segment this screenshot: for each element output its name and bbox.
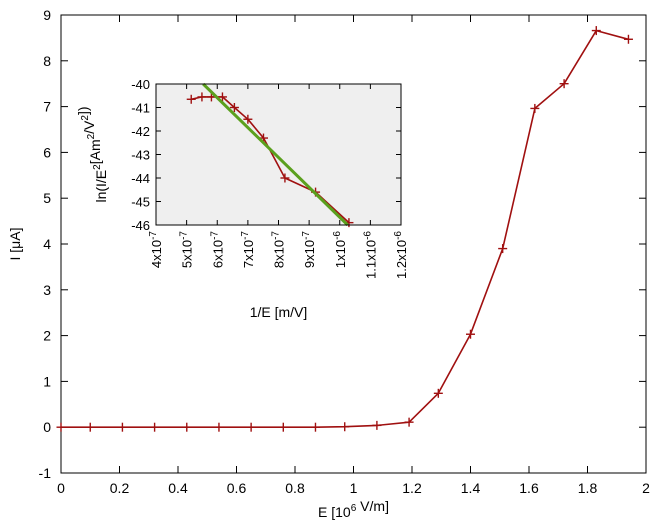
y-tick-label: 1 bbox=[43, 373, 51, 389]
x-tick-label: 0.8 bbox=[285, 480, 305, 496]
y-tick-label: 4 bbox=[43, 236, 51, 252]
y-tick-label: 5 bbox=[43, 190, 51, 206]
x-tick-label: 1.6 bbox=[519, 480, 539, 496]
inset-x-tick-label: 5x10-7 bbox=[179, 231, 195, 269]
y-tick-label: 3 bbox=[43, 282, 51, 298]
main-data-point bbox=[214, 422, 224, 432]
inset-x-tick-label: 9x10-7 bbox=[301, 231, 317, 269]
inset-x-tick-label: 1.2x10-6 bbox=[393, 231, 409, 279]
inset-x-tick-label: 6x10-7 bbox=[209, 231, 225, 269]
x-tick-label: 0.6 bbox=[227, 480, 247, 496]
inset-x-tick-label: 7x10-7 bbox=[240, 231, 256, 269]
x-tick-label: 1.8 bbox=[578, 480, 598, 496]
main-series bbox=[56, 26, 633, 432]
inset-background bbox=[156, 84, 401, 225]
main-data-point bbox=[498, 244, 508, 254]
x-tick-label: 1.4 bbox=[461, 480, 481, 496]
inset-series-line-1 bbox=[202, 82, 349, 227]
y-tick-label: 6 bbox=[43, 144, 51, 160]
inset-ticks: 4x10-7 5x10-7 6x10-7 7x10-7 8x10-7 9x10-7 1x10… bbox=[131, 77, 409, 279]
x-axis-label: E [106 V/m] bbox=[318, 498, 389, 520]
main-data-point bbox=[372, 420, 382, 430]
inset-x-tick-label: 1x10-6 bbox=[332, 231, 348, 269]
main-data-point bbox=[182, 422, 192, 432]
y-tick-label: -46 bbox=[131, 218, 150, 233]
x-tick-label: 1.2 bbox=[402, 480, 422, 496]
inset-x-tick-label: 4x10-7 bbox=[148, 231, 164, 269]
main-chart: 0 0.2 0.4 0.6 0.8 1 1.2 1.4 1.6 1.8 2-10123456789 … bbox=[7, 7, 650, 520]
inset-chart: 4x10-7 5x10-7 6x10-7 7x10-7 8x10-7 9x10-7 1x10… bbox=[75, 77, 409, 320]
main-data-point bbox=[278, 422, 288, 432]
main-data-point bbox=[591, 26, 601, 36]
y-tick-label: -40 bbox=[131, 77, 150, 92]
main-data-point bbox=[85, 422, 95, 432]
main-data-point bbox=[559, 79, 569, 89]
inset-series-line-0 bbox=[191, 96, 350, 224]
x-tick-label: 2 bbox=[642, 480, 650, 496]
inset-data-point bbox=[280, 173, 290, 183]
inset-data-point bbox=[217, 92, 227, 102]
y-tick-label: 0 bbox=[43, 419, 51, 435]
y-tick-label: 2 bbox=[43, 328, 51, 344]
x-tick-label: 0.4 bbox=[168, 480, 188, 496]
y-axis-label: I [μA] bbox=[7, 228, 23, 261]
y-tick-label: -45 bbox=[131, 195, 150, 210]
inset-series bbox=[186, 82, 354, 228]
y-tick-label: -41 bbox=[131, 101, 150, 116]
main-data-point bbox=[623, 34, 633, 44]
x-tick-label: 0 bbox=[57, 480, 65, 496]
main-data-point bbox=[150, 422, 160, 432]
main-data-point bbox=[310, 422, 320, 432]
main-data-point bbox=[340, 422, 350, 432]
y-tick-label: -1 bbox=[39, 465, 52, 481]
y-tick-label: 8 bbox=[43, 53, 51, 69]
x-tick-label: 0.2 bbox=[110, 480, 130, 496]
inset-x-tick-label: 8x10-7 bbox=[271, 231, 287, 269]
main-data-point bbox=[246, 422, 256, 432]
inset-data-point bbox=[243, 114, 253, 124]
inset-data-point bbox=[197, 92, 207, 102]
main-data-point bbox=[117, 422, 127, 432]
main-data-point bbox=[530, 103, 540, 113]
y-tick-label: 7 bbox=[43, 99, 51, 115]
x-tick-label: 1 bbox=[350, 480, 358, 496]
y-tick-label: 9 bbox=[43, 7, 51, 23]
y-tick-label: -42 bbox=[131, 124, 150, 139]
main-ticks: 0 0.2 0.4 0.6 0.8 1 1.2 1.4 1.6 1.8 2 -1 0 1 2 3 4 5 6 7 8 9 bbox=[39, 7, 651, 496]
inset-data-point bbox=[186, 94, 196, 104]
y-tick-label: -43 bbox=[131, 148, 150, 163]
main-data-point bbox=[466, 329, 475, 339]
inset-data-point bbox=[229, 103, 239, 112]
main-data-point bbox=[56, 422, 66, 432]
main-data-point bbox=[433, 388, 443, 398]
main-data-point bbox=[404, 417, 414, 427]
inset-y-axis-label: ln(I/E2[Am2/V2]) bbox=[75, 106, 109, 202]
y-tick-label: -44 bbox=[131, 171, 150, 186]
inset-x-axis-label: 1/E [m/V] bbox=[250, 304, 308, 320]
inset-x-tick-label: 1.1x10-6 bbox=[362, 231, 378, 279]
